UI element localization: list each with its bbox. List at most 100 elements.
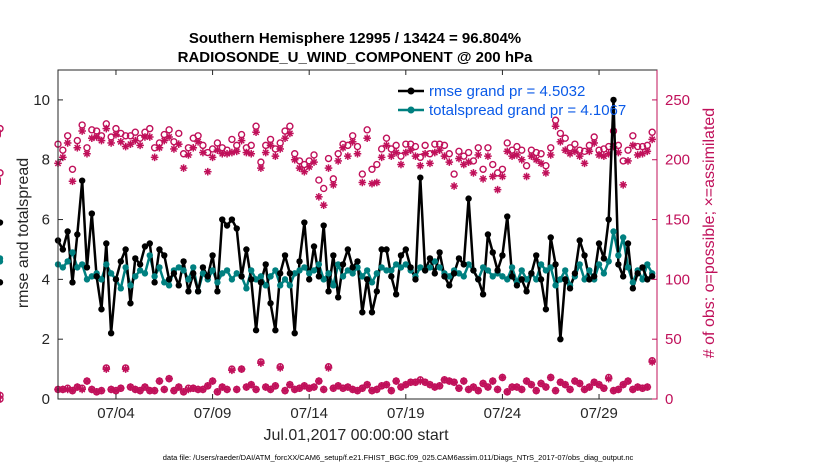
totalspread-point [286, 282, 294, 289]
obs-assimilated-point [261, 148, 270, 157]
obs-assimilated-stroke [581, 160, 588, 167]
obs-assimilated-stroke [194, 386, 202, 393]
obs-assimilated-point [59, 153, 67, 162]
obs-assimilated-stroke [615, 386, 622, 393]
rmse-point [533, 252, 540, 259]
totalspread-point [103, 261, 110, 268]
totalspread-point [305, 270, 313, 277]
obs-assimilated-point [411, 152, 420, 160]
rmse-point [644, 276, 651, 283]
rmse-point [59, 246, 67, 253]
obs-assimilated-stroke [59, 386, 67, 393]
obs-assimilated-stroke [98, 387, 105, 394]
obs-assimilated-point [363, 380, 371, 389]
totalspread-point [436, 264, 443, 271]
obs-assimilated-point [469, 383, 478, 391]
obs-assimilated-point [373, 385, 381, 394]
obs-assimilated-point [97, 136, 106, 145]
obs-assimilated-stroke [542, 169, 550, 177]
y-tick-label: 2 [42, 331, 50, 348]
totalspread-point [209, 267, 216, 274]
obs-assimilated-point [165, 133, 173, 141]
totalspread-point [465, 261, 472, 268]
obs-assimilated-point [92, 388, 101, 396]
obs-assimilated-point [160, 136, 169, 145]
totalspread-point [127, 282, 134, 289]
obs-assimilated-stroke [373, 386, 381, 393]
obs-possible-point [638, 142, 647, 151]
obs-assimilated-stroke [315, 193, 323, 201]
totalspread-point [320, 276, 327, 283]
obs-assimilated-point [223, 149, 231, 158]
obs-assimilated-point [377, 153, 386, 162]
obs-assimilated-point [561, 146, 570, 154]
obs-assimilated-stroke [562, 381, 569, 388]
obs-assimilated-point [459, 160, 468, 169]
rmse-point [248, 276, 255, 283]
obs-possible-point [561, 134, 569, 142]
rmse-point [286, 270, 294, 277]
obs-assimilated-point [464, 158, 473, 166]
rmse-point [600, 255, 608, 262]
y-axis-label: rmse and totalspread [15, 158, 32, 308]
obs-assimilated-point [624, 157, 632, 165]
obs-possible-point [382, 134, 391, 142]
obs-assimilated-stroke [446, 158, 453, 166]
obs-assimilated-stroke [595, 151, 603, 159]
obs-assimilated-stroke [533, 387, 540, 394]
totalspread-point [547, 264, 554, 271]
obs-assimilated-point [445, 158, 454, 166]
obs-assimilated-point [208, 377, 217, 385]
totalspread-point [315, 261, 323, 268]
rmse-point [83, 264, 91, 271]
rmse-point [344, 246, 352, 253]
obs-assimilated-point [126, 140, 135, 148]
obs-assimilated-point [290, 385, 299, 394]
obs-possible-point [59, 146, 67, 154]
obs-assimilated-stroke [349, 386, 356, 393]
obs-possible-point [648, 128, 656, 136]
obs-assimilated-stroke [489, 377, 496, 385]
rmse-point [305, 276, 313, 283]
obs-assimilated-stroke [591, 139, 598, 147]
obs-assimilated-stroke [629, 142, 637, 149]
obs-possible-point [377, 145, 386, 153]
obs-assimilated-point [542, 383, 550, 391]
obs-assimilated-point [116, 137, 125, 146]
obs-possible-point [624, 146, 632, 154]
obs-assimilated-stroke [552, 387, 559, 394]
obs-assimilated-stroke [98, 137, 105, 144]
totalspread-point [479, 264, 487, 271]
obs-assimilated-point [474, 386, 483, 395]
obs-assimilated-stroke [199, 149, 207, 156]
x-axis-label: Jul.01,2017 00:00:00 start [263, 427, 449, 444]
rmse-point [518, 276, 525, 283]
rmse-point [528, 270, 535, 277]
obs-assimilated-stroke [504, 388, 511, 396]
obs-assimilated-stroke [407, 146, 414, 154]
obs-assimilated-stroke [267, 386, 274, 393]
rmse-point [639, 264, 646, 271]
totalspread-point [610, 228, 617, 235]
rmse-point [310, 243, 318, 250]
obs-assimilated-stroke [74, 144, 81, 151]
totalspread-point [557, 276, 564, 283]
rmse-point [383, 246, 390, 253]
rmse-point [359, 309, 366, 316]
obs-assimilated-stroke [151, 154, 158, 161]
totalspread-point [378, 264, 385, 271]
obs-possible-point [397, 152, 405, 160]
rmse-point [156, 246, 163, 253]
obs-assimilated-point [155, 377, 164, 385]
totalspread-point [281, 276, 289, 283]
rmse-point [175, 282, 182, 289]
obs-assimilated-stroke [383, 381, 390, 388]
y2-tick-label: 0 [665, 391, 673, 408]
rmse-point [412, 276, 419, 283]
obs-assimilated-point [503, 388, 512, 396]
obs-assimilated-stroke [344, 383, 352, 391]
obs-assimilated-stroke [161, 386, 168, 393]
rmse-point [127, 300, 134, 307]
obs-assimilated-stroke [450, 182, 458, 190]
obs-assimilated-stroke [523, 173, 530, 180]
